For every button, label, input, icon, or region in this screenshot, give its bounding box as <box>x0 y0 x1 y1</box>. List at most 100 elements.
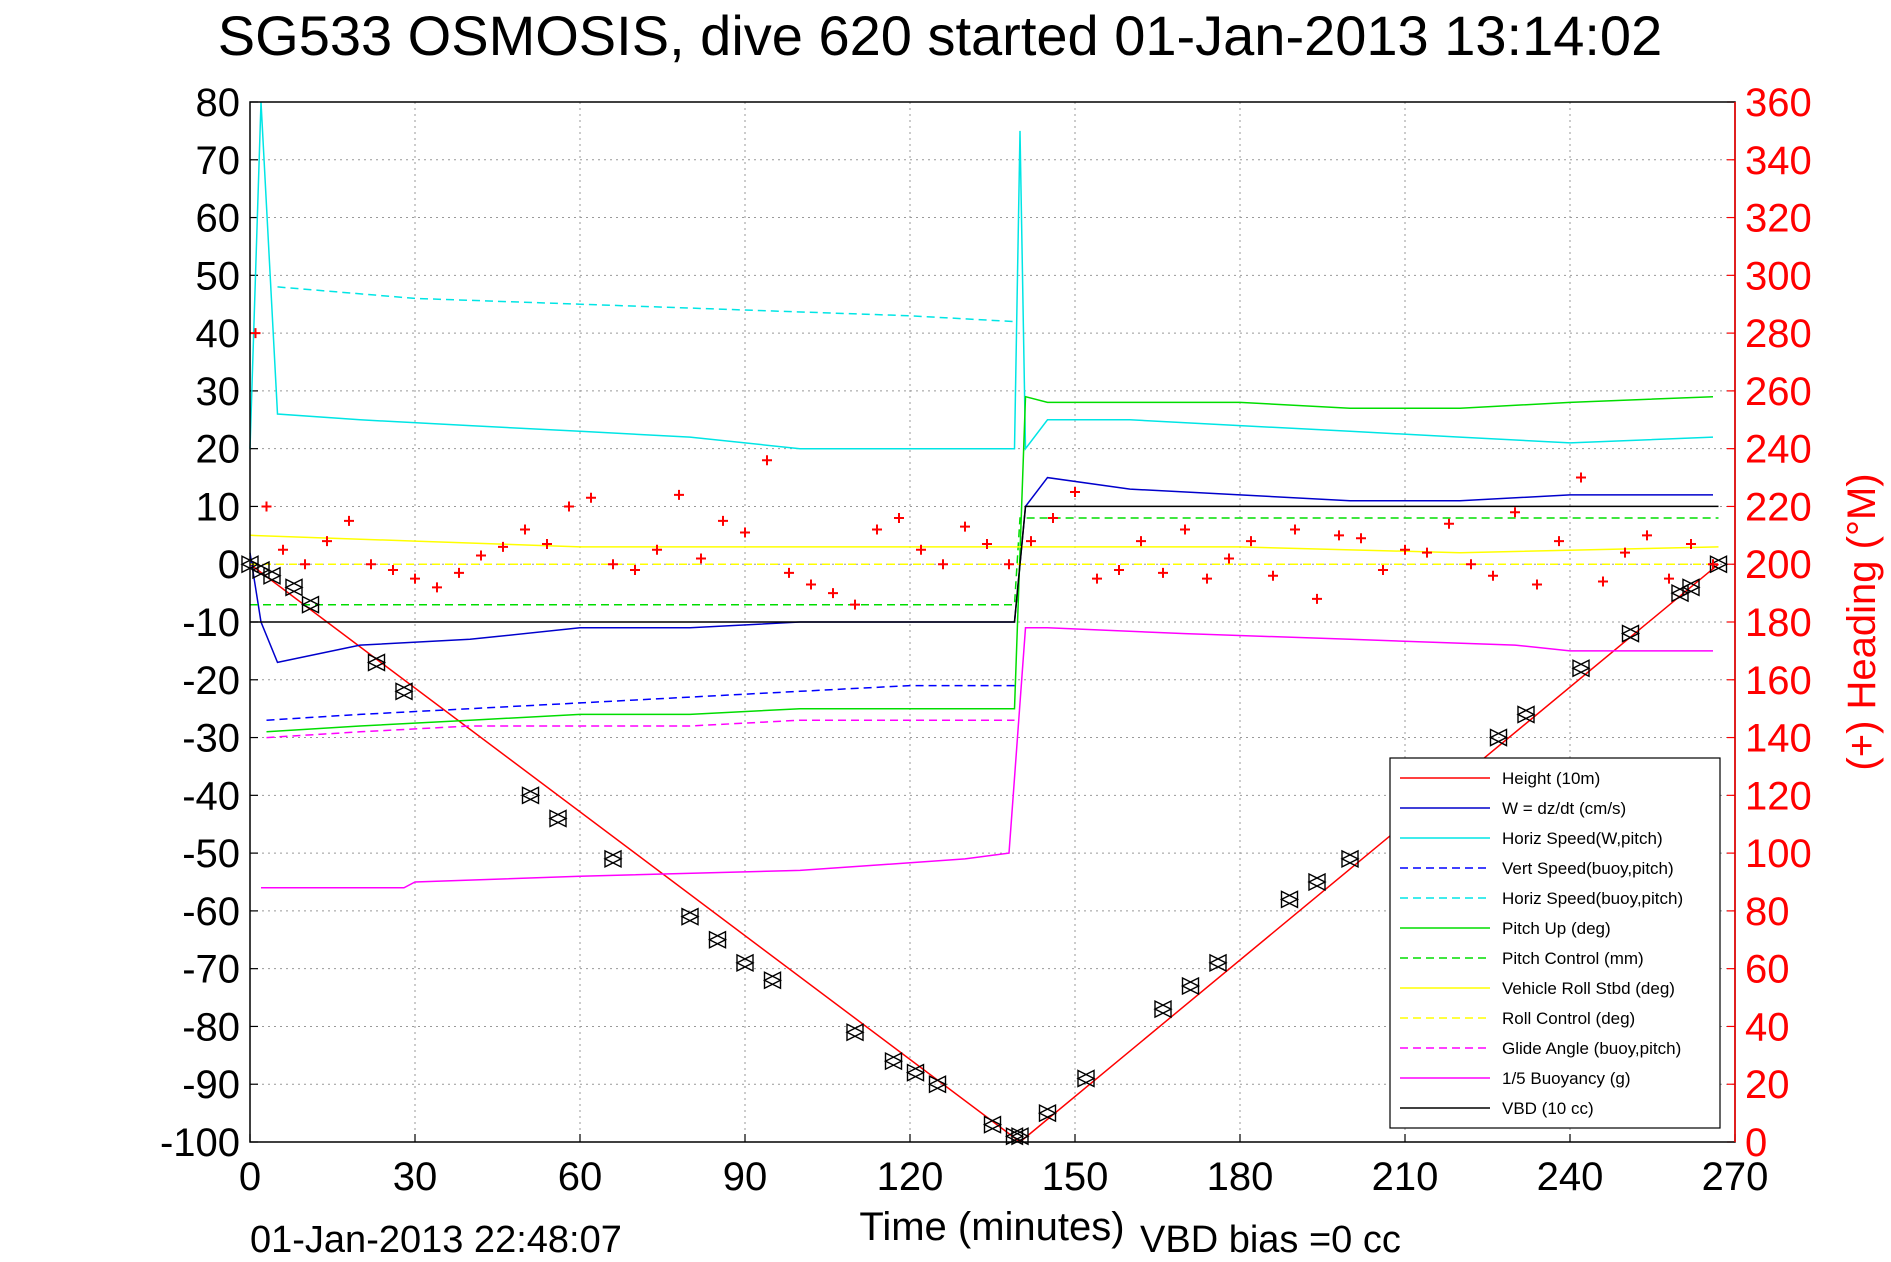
y-tick-label: 30 <box>196 370 241 414</box>
x-tick-label: 0 <box>239 1155 261 1199</box>
waypoint-marker <box>680 907 700 926</box>
waypoint-marker <box>905 1063 926 1082</box>
heading-point <box>1686 539 1696 549</box>
y-right-tick-label: 300 <box>1745 254 1812 298</box>
heading-point <box>476 550 486 561</box>
heading-point <box>608 559 618 570</box>
heading-point <box>520 524 530 535</box>
y-tick-label: -20 <box>182 659 240 703</box>
heading-point <box>1532 579 1542 590</box>
legend-label: Roll Control (deg) <box>1502 1009 1635 1028</box>
waypoint-marker <box>1681 578 1701 597</box>
waypoint-marker <box>845 1023 865 1042</box>
waypoint-marker <box>603 849 623 869</box>
heading-point <box>344 515 354 526</box>
heading-point <box>1202 573 1212 584</box>
y-tick-label: 50 <box>196 254 241 298</box>
y-tick-label: -40 <box>182 774 240 818</box>
heading-point <box>1554 536 1564 547</box>
heading-point <box>938 559 948 570</box>
y-right-tick-label: 320 <box>1745 197 1812 241</box>
x-tick-labels: 0 30 60 90 120 150 180 210 240 270 <box>239 1155 1769 1199</box>
waypoint-marker <box>300 595 321 614</box>
waypoint-marker <box>1488 728 1509 747</box>
x-axis-label: Time (minutes) <box>859 1205 1124 1249</box>
waypoint-marker <box>1180 976 1201 996</box>
legend-label: 1/5 Buoyancy (g) <box>1502 1069 1631 1088</box>
y-tick-label: 10 <box>196 485 241 529</box>
waypoint-marker <box>1010 1127 1030 1146</box>
legend-label: Pitch Up (deg) <box>1502 919 1611 938</box>
y-right-tick-label: 120 <box>1745 774 1812 818</box>
waypoint-marker <box>1571 659 1591 678</box>
heading-point <box>432 582 442 593</box>
heading-point <box>696 553 706 564</box>
y-tick-label: -90 <box>182 1063 240 1107</box>
heading-point <box>1422 547 1432 558</box>
heading-point <box>498 541 508 552</box>
waypoint-marker <box>1037 1103 1058 1123</box>
waypoint-marker <box>1516 705 1536 724</box>
heading-point <box>1598 576 1608 587</box>
y-tick-label: -80 <box>182 1005 240 1049</box>
series-line-11 <box>250 505 1719 623</box>
heading-point <box>1180 524 1190 535</box>
waypoint-marker <box>707 930 728 949</box>
y-tick-label: -70 <box>182 948 240 992</box>
waypoint-marker <box>735 953 755 973</box>
y-right-tick-label: 100 <box>1745 832 1812 876</box>
heading-point <box>1488 570 1498 581</box>
legend-label: Vert Speed(buoy,pitch) <box>1502 859 1674 878</box>
legend-box <box>1389 757 1721 1129</box>
heading-point <box>1026 536 1036 547</box>
legend-label: VBD (10 cc) <box>1502 1099 1594 1118</box>
waypoint-marker <box>883 1051 904 1071</box>
heading-point <box>718 515 728 526</box>
y-tick-label: -50 <box>182 832 240 876</box>
legend-label: W = dz/dt (cm/s) <box>1502 799 1626 818</box>
y-right-tick-label: 60 <box>1745 948 1790 992</box>
y-tick-label: 80 <box>196 81 241 125</box>
y-right-tick-label: 140 <box>1745 717 1812 761</box>
heading-point <box>1378 565 1388 575</box>
heading-point <box>388 565 398 575</box>
series-line-4 <box>277 286 1015 323</box>
y-right-tick-label: 240 <box>1745 428 1812 472</box>
heading-point <box>1224 553 1234 564</box>
waypoint-marker <box>1307 872 1327 892</box>
heading-point <box>1070 487 1080 497</box>
waypoint-marker <box>262 566 282 585</box>
heading-point <box>1444 518 1454 529</box>
legend-label: Height (10m) <box>1502 769 1600 788</box>
y-right-tick-label: 160 <box>1745 659 1812 703</box>
legend-label: Horiz Speed(W,pitch) <box>1502 829 1663 848</box>
waypoint-marker <box>366 653 387 672</box>
y-tick-label: 20 <box>196 428 241 472</box>
heading-markers <box>250 328 1718 610</box>
waypoint-marker <box>927 1075 948 1094</box>
heading-point <box>1576 472 1586 483</box>
y-right-tick-label: 0 <box>1745 1121 1767 1165</box>
y-right-tick-label: 340 <box>1745 139 1812 183</box>
heading-point <box>916 544 926 555</box>
heading-point <box>674 489 684 500</box>
heading-point <box>410 573 420 584</box>
y-tick-label: -60 <box>182 890 240 934</box>
heading-point <box>1158 567 1168 578</box>
y-right-tick-label: 180 <box>1745 601 1812 645</box>
heading-point <box>366 559 376 570</box>
heading-point <box>1400 544 1410 555</box>
x-tick-label: 150 <box>1042 1155 1109 1199</box>
waypoint-marker <box>762 971 783 990</box>
x-tick-label: 270 <box>1702 1155 1769 1199</box>
heading-point <box>740 527 750 538</box>
footer-vbd-bias: VBD bias =0 cc <box>1140 1219 1401 1261</box>
y-tick-label: 60 <box>196 197 241 241</box>
right-axis-label: (+) Heading (°M) <box>1840 473 1884 770</box>
x-tick-label: 60 <box>558 1155 603 1199</box>
heading-point <box>784 567 794 578</box>
heading-point <box>850 599 860 610</box>
legend-label: Horiz Speed(buoy,pitch) <box>1502 889 1683 908</box>
heading-point <box>828 588 838 599</box>
